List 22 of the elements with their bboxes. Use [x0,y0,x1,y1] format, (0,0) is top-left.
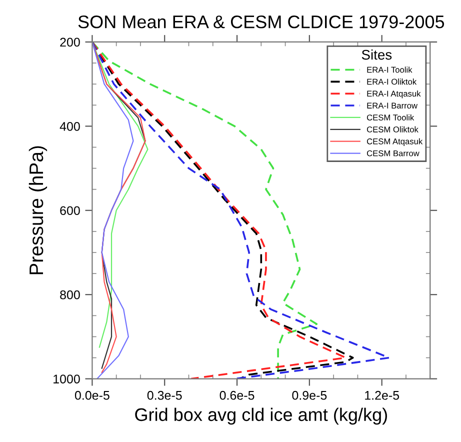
legend-label: ERA-I Atqasuk [367,90,421,98]
legend-label: ERA-I Oliktok [367,78,417,85]
x-tick-label: 0.9e-5 [292,390,327,400]
legend-title: Sites [362,49,392,60]
y-tick-label: 600 [60,206,80,216]
y-tick-label: 800 [60,290,80,300]
x-tick-label: 0.0e-5 [74,390,110,400]
x-tick-label: 0.6e-5 [220,390,254,400]
x-axis-title: Grid box avg cld ice amt (kg/kg) [135,408,387,425]
x-tick-label: 0.3e-5 [147,390,182,400]
x-tick-label: 1.2e-5 [365,390,400,400]
legend-label: CESM Barrow [366,150,420,156]
legend-label: ERA-I Barrow [367,102,418,109]
y-tick-label: 200 [60,38,80,47]
legend-label: ERA-I Toolik [367,66,412,73]
chart-title: SON Mean ERA & CESM CLDICE 1979-2005 [78,15,444,28]
legend-label: CESM Atqasuk [366,138,423,146]
legend-label: CESM Oliktok [366,126,418,132]
y-axis-title: Pressure (hPa) [28,146,48,274]
y-tick-label: 400 [60,122,80,131]
y-tick-label: 1000 [54,374,80,384]
legend-label: CESM Toolik [366,114,414,120]
